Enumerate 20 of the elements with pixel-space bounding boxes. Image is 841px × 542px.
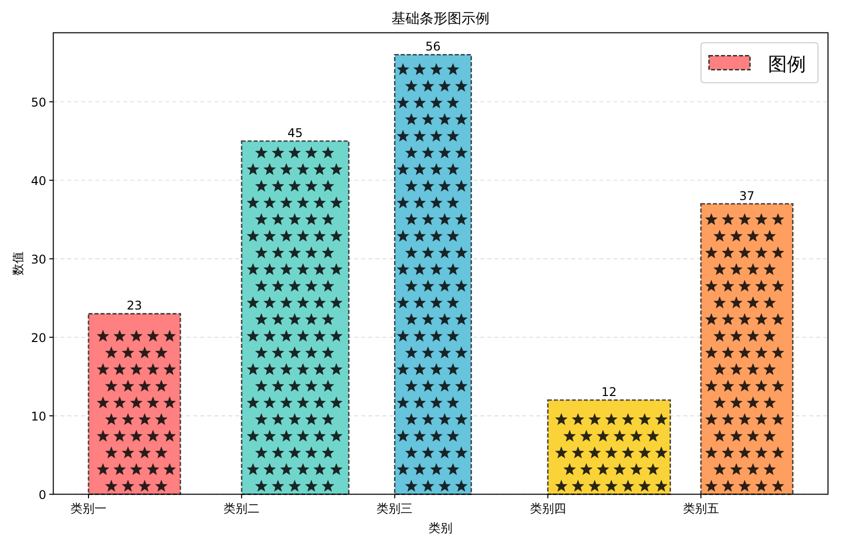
data-label: 23: [126, 298, 142, 313]
data-label: 45: [288, 126, 303, 140]
y-axis-title: 数值: [11, 252, 25, 276]
x-tick-label: 类别四: [530, 501, 566, 516]
data-label: 56: [425, 40, 441, 54]
x-tick-label: 类别五: [682, 501, 719, 516]
data-label: 37: [739, 188, 754, 203]
y-tick-label: 50: [31, 95, 46, 110]
y-tick-label: 10: [31, 409, 46, 424]
x-axis-title: 类别: [428, 521, 453, 535]
data-label: 12: [601, 385, 617, 400]
y-tick-label: 0: [38, 488, 46, 502]
y-tick-label: 30: [31, 252, 46, 266]
y-tick-label: 40: [31, 174, 46, 188]
legend-label: 图例: [768, 54, 806, 76]
x-tick-label: 类别二: [224, 501, 260, 516]
x-tick-label: 类别一: [70, 501, 107, 516]
x-tick-label: 类别三: [376, 501, 413, 516]
chart-title: 基础条形图示例: [392, 11, 490, 27]
y-tick-label: 20: [31, 330, 46, 345]
